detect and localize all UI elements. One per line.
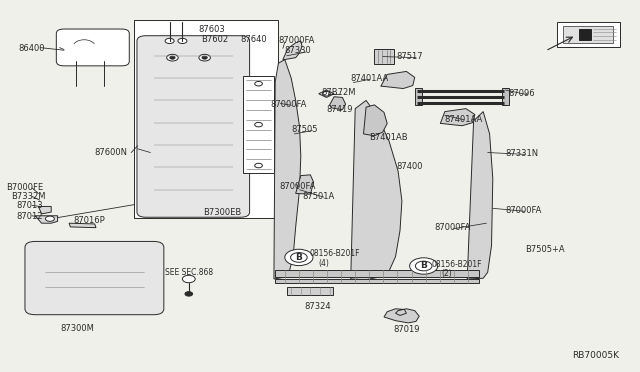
Polygon shape [330, 97, 346, 110]
Text: B7505+A: B7505+A [525, 245, 564, 254]
Text: 87300M: 87300M [61, 324, 95, 333]
Polygon shape [440, 109, 475, 126]
Text: B7401AB: B7401AB [369, 133, 407, 142]
FancyBboxPatch shape [25, 241, 164, 315]
Text: B7000FE: B7000FE [6, 183, 44, 192]
Bar [557, 22, 620, 46]
Bar [374, 49, 394, 64]
Circle shape [199, 54, 211, 61]
Bar [287, 287, 333, 295]
Text: 86400: 86400 [18, 44, 44, 53]
Text: 87330: 87330 [285, 46, 312, 55]
Text: 87331N: 87331N [506, 149, 539, 158]
Polygon shape [38, 206, 51, 214]
Text: B: B [420, 262, 427, 270]
Text: 87000FA: 87000FA [280, 182, 316, 190]
Bar [134, 20, 278, 218]
Text: 08156-B201F: 08156-B201F [432, 260, 483, 269]
Text: (4): (4) [319, 259, 330, 267]
Bar [275, 270, 479, 277]
Text: 87401AA: 87401AA [445, 115, 483, 124]
Bar [275, 279, 479, 283]
Text: B: B [296, 253, 302, 262]
Text: 87000FA: 87000FA [278, 36, 315, 45]
Polygon shape [415, 88, 422, 105]
Text: (2): (2) [442, 269, 452, 278]
Circle shape [178, 38, 187, 44]
Text: 87501A: 87501A [303, 192, 335, 201]
Polygon shape [351, 100, 402, 280]
Polygon shape [35, 216, 58, 223]
Text: SEE SEC.868: SEE SEC.868 [165, 268, 213, 277]
Text: 87600N: 87600N [95, 148, 128, 157]
Polygon shape [381, 71, 415, 89]
Polygon shape [364, 105, 387, 136]
Polygon shape [319, 90, 334, 97]
Text: 87603: 87603 [198, 25, 225, 34]
Text: 87B72M: 87B72M [321, 88, 356, 97]
Circle shape [202, 56, 207, 59]
Circle shape [255, 122, 262, 127]
Text: 87000FA: 87000FA [270, 100, 307, 109]
Text: 87016P: 87016P [74, 217, 106, 225]
Text: 87517: 87517 [397, 52, 424, 61]
Circle shape [415, 261, 432, 271]
Circle shape [182, 275, 195, 283]
Circle shape [255, 163, 262, 168]
Text: 08156-B201F: 08156-B201F [309, 249, 360, 258]
Circle shape [285, 249, 313, 266]
Polygon shape [283, 41, 302, 60]
Bar [563, 26, 613, 43]
Bar [579, 29, 591, 40]
Text: 87640: 87640 [240, 35, 267, 44]
Polygon shape [296, 175, 314, 194]
Circle shape [255, 81, 262, 86]
Circle shape [291, 253, 307, 262]
FancyBboxPatch shape [56, 29, 129, 66]
Text: 87019: 87019 [393, 325, 419, 334]
Text: B7300EB: B7300EB [204, 208, 242, 217]
Text: RB70005K: RB70005K [573, 351, 620, 360]
Circle shape [410, 258, 438, 274]
Polygon shape [467, 112, 493, 279]
Text: 87013: 87013 [16, 201, 43, 210]
Bar [243, 76, 274, 173]
Text: 87096: 87096 [509, 89, 536, 98]
Polygon shape [69, 223, 96, 228]
Text: 87012: 87012 [16, 212, 42, 221]
Text: 87400: 87400 [397, 162, 423, 171]
Polygon shape [274, 60, 301, 279]
Text: 87419: 87419 [326, 105, 353, 114]
Polygon shape [384, 309, 419, 323]
Polygon shape [502, 88, 509, 105]
Circle shape [45, 216, 54, 221]
Circle shape [170, 56, 175, 59]
Circle shape [185, 292, 193, 296]
Circle shape [166, 54, 178, 61]
Text: 87324: 87324 [304, 302, 331, 311]
Text: 87000FA: 87000FA [506, 206, 542, 215]
Text: 87401AA: 87401AA [351, 74, 389, 83]
FancyBboxPatch shape [137, 36, 250, 217]
Text: B7332M: B7332M [12, 192, 46, 201]
Text: 87000FA: 87000FA [434, 223, 470, 232]
Text: 87505: 87505 [291, 125, 317, 134]
Text: B7602: B7602 [202, 35, 228, 44]
Circle shape [323, 92, 330, 96]
Circle shape [165, 38, 174, 44]
